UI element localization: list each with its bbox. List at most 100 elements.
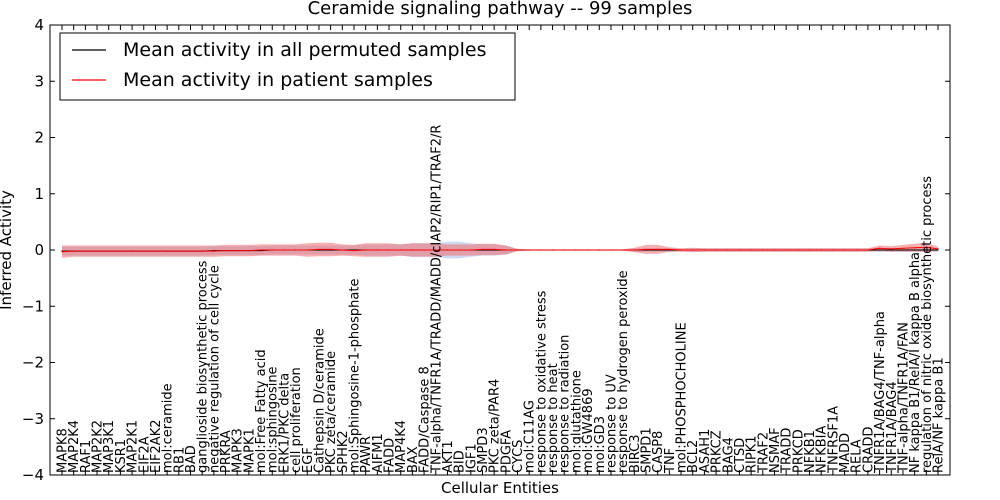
point-series-1 (400, 249, 402, 251)
point-series-1 (154, 250, 156, 252)
x-tick-label: EIF2AK2 (149, 420, 164, 474)
x-tick-label: regulation of nitric oxide biosynthetic … (920, 176, 935, 473)
point-series-1 (423, 249, 425, 251)
point-series-1 (516, 249, 519, 251)
point-series-1 (587, 249, 589, 251)
x-tick-label: AIFM1 (371, 433, 386, 473)
x-tick-label: MADD (838, 433, 853, 473)
x-tick-label: FADD (383, 438, 398, 473)
point-series-1 (470, 249, 472, 251)
point-series-1 (388, 249, 390, 251)
x-tick-label: KSR1 (114, 439, 129, 473)
x-tick-label: MAP2K4 (67, 420, 82, 473)
point-series-1 (260, 249, 262, 251)
x-tick-label: response to UV (605, 374, 620, 473)
point-series-1 (458, 249, 460, 251)
point-series-1 (785, 249, 787, 251)
point-series-1 (645, 248, 647, 250)
point-series-1 (84, 250, 86, 252)
point-series-1 (844, 249, 846, 251)
y-tick-label: 4 (34, 16, 44, 34)
x-tick-label: CASP8 (651, 431, 666, 473)
point-series-1 (715, 249, 717, 251)
point-series-1 (797, 249, 799, 251)
point-series-1 (692, 249, 694, 251)
point-series-1 (318, 248, 320, 250)
point-series-1 (668, 248, 671, 250)
point-series-1 (178, 250, 180, 252)
x-tick-label: PDGFA (499, 430, 514, 473)
point-series-1 (902, 247, 904, 249)
point-series-1 (914, 247, 916, 249)
x-tick-label: CRADD (861, 427, 876, 474)
point-series-1 (248, 250, 250, 252)
point-series-1 (867, 249, 869, 251)
point-series-1 (820, 249, 822, 251)
x-tick-label: PKC zeta/PAR4 (488, 379, 503, 473)
x-tick-label: response to hydrogen peroxide (616, 270, 631, 473)
x-tick-label: MAP3K1 (102, 420, 117, 473)
y-tick-label: 1 (34, 185, 44, 203)
x-tick-label: RIPK1 (745, 435, 760, 473)
point-series-1 (750, 249, 752, 251)
x-axis-label: Cellular Entities (441, 479, 559, 497)
point-series-1 (773, 249, 776, 251)
point-series-1 (622, 249, 624, 251)
point-series-1 (610, 249, 612, 251)
x-tick-label: EIF2A (137, 436, 152, 473)
point-series-1 (481, 248, 484, 250)
point-series-1 (224, 250, 227, 252)
x-tick-label: PAWR (359, 436, 374, 473)
point-series-1 (143, 250, 145, 252)
x-tick-label: RELA (850, 439, 865, 473)
x-tick-label: mol:Free Fatty acid (254, 349, 269, 473)
x-tick-label: TNFR1A/BAG4/TNF-alpha (873, 311, 888, 474)
x-tick-label: MAP4K4 (394, 420, 409, 473)
x-tick-label: PKC zeta/ceramide (324, 351, 339, 473)
x-tick-label: MAPK3 (231, 428, 246, 473)
point-series-1 (201, 250, 203, 252)
legend-label-permuted: Mean activity in all permuted samples (123, 39, 486, 61)
point-series-1 (376, 249, 378, 251)
x-tick-label: SMPD1 (640, 427, 655, 473)
y-tick-label: −4 (22, 466, 44, 484)
point-series-1 (236, 250, 238, 252)
point-series-1 (295, 249, 297, 251)
x-tick-label: mol:sphingosine (266, 366, 281, 473)
point-series-1 (341, 249, 343, 251)
point-series-1 (166, 250, 168, 252)
legend-label-patient: Mean activity in patient samples (123, 69, 433, 91)
x-tick-label: BIRC3 (628, 435, 643, 474)
legend-box (59, 32, 516, 101)
x-tick-label: cell proliferation (289, 367, 304, 473)
point-series-1 (73, 250, 75, 252)
x-tick-label: TRADD (780, 428, 795, 474)
point-series-1 (493, 248, 495, 250)
line-series-1 (61, 246, 939, 253)
point-series-0 (890, 249, 892, 251)
x-tick-label: BID (453, 450, 468, 473)
x-tick-label: NFKB1 (803, 430, 818, 473)
point-series-1 (563, 249, 565, 251)
point-series-0 (902, 249, 904, 251)
plot-area-frame (49, 24, 951, 476)
x-tick-label: TRAF2 (756, 432, 771, 474)
point-series-1 (365, 249, 367, 251)
point-series-1 (189, 250, 192, 252)
y-tick-label: 3 (34, 72, 44, 90)
point-series-1 (411, 249, 413, 251)
x-tick-label: response to oxidative stress (534, 290, 549, 473)
x-tick-label: RelA/NF kappa B1 (932, 357, 947, 473)
x-tick-label: IGF1 (464, 443, 479, 473)
point-series-1 (937, 248, 939, 250)
point-series-1 (96, 250, 98, 252)
point-series-1 (598, 249, 600, 251)
point-series-1 (540, 249, 542, 251)
point-series-1 (108, 250, 110, 252)
x-tick-label: BAD (184, 445, 199, 473)
point-series-0 (937, 249, 939, 251)
point-series-1 (657, 248, 659, 250)
point-series-1 (61, 251, 63, 253)
x-tick-label: MAPK1 (242, 428, 257, 473)
